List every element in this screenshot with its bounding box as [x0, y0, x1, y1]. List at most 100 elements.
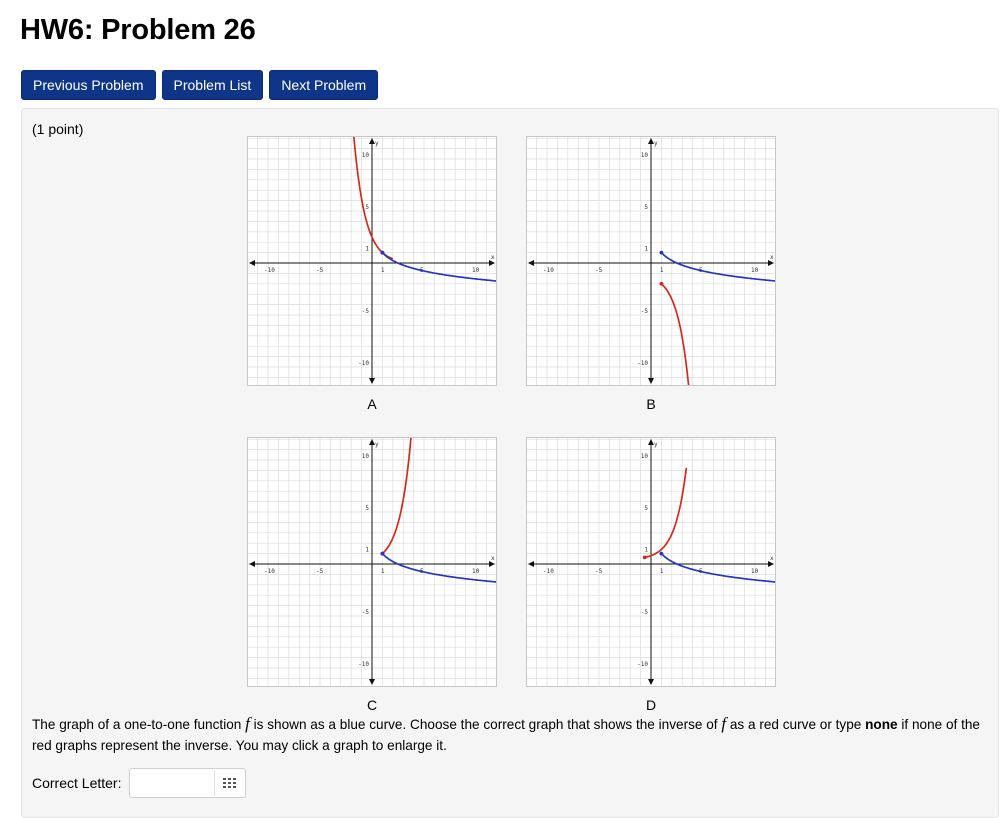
red-endpoint [659, 281, 664, 286]
red-curve [644, 467, 688, 559]
y-tick-label: 5 [644, 204, 648, 211]
x-axis-arrow [489, 260, 495, 266]
red-curve [660, 283, 690, 385]
blue-endpoint [659, 551, 664, 556]
problem-panel: (1 point) -10 -5 1 5 10 10 5 1 -5 -10 x y A -10 -5 1 5… [21, 108, 999, 818]
x-axis-name: x [770, 555, 774, 562]
y-axis-name: y [654, 140, 658, 147]
curves [642, 467, 775, 583]
x-axis-arrow [489, 561, 495, 567]
answer-row: Correct Letter: [32, 768, 247, 798]
y-tick-label: -5 [641, 609, 649, 616]
page-title: HW6: Problem 26 [20, 14, 256, 46]
y-axis-arrow [648, 378, 654, 384]
red-curve [381, 438, 412, 555]
graph-a-label: A [367, 396, 377, 412]
blue-curve [381, 251, 496, 282]
blue-endpoint [380, 551, 385, 556]
graph-c[interactable]: -10 -5 1 5 10 10 5 1 -5 -10 x y [247, 437, 497, 687]
grid-icon[interactable] [214, 770, 245, 796]
y-tick-label: -5 [641, 308, 649, 315]
points-label: (1 point) [32, 121, 84, 137]
y-axis-arrow [369, 679, 375, 685]
function-symbol: f [245, 714, 250, 733]
y-axis-name: y [375, 140, 379, 147]
y-axis-arrow [369, 439, 375, 445]
x-tick-label: 1 [381, 267, 385, 274]
curves [353, 137, 496, 282]
red-endpoint [642, 555, 647, 560]
x-tick-label: 10 [751, 267, 759, 274]
y-tick-label: -10 [637, 360, 648, 367]
x-axis-name: x [491, 555, 495, 562]
red-curve [353, 137, 394, 260]
graph-c-label: C [366, 697, 378, 713]
curves [659, 250, 775, 385]
y-tick-label: 5 [365, 505, 369, 512]
instructions-part: as a red curve or type [726, 717, 866, 732]
x-axis-name: x [491, 254, 495, 261]
graph-b-label: B [646, 396, 656, 412]
answer-field [129, 768, 247, 798]
x-tick-label: -10 [264, 568, 275, 575]
x-axis-arrow [528, 260, 534, 266]
blue-curve [660, 251, 775, 282]
y-axis-arrow [648, 679, 654, 685]
problem-list-button[interactable]: Problem List [161, 70, 264, 100]
x-tick-label: -10 [264, 267, 275, 274]
y-tick-label: 10 [362, 453, 370, 460]
graph-d[interactable]: -10 -5 1 5 10 10 5 1 -5 -10 x y [526, 437, 776, 687]
x-tick-label: -10 [543, 267, 554, 274]
y-axis-arrow [648, 439, 654, 445]
instructions-part: The graph of a one-to-one function [32, 717, 246, 732]
x-axis-arrow [768, 561, 774, 567]
x-tick-label: 1 [660, 568, 664, 575]
y-tick-label: 1 [365, 246, 369, 253]
graph-a[interactable]: -10 -5 1 5 10 10 5 1 -5 -10 x y [247, 136, 497, 386]
blue-curve [381, 552, 496, 583]
y-tick-label: 10 [641, 152, 649, 159]
previous-problem-button[interactable]: Previous Problem [21, 70, 156, 100]
y-tick-label: 5 [644, 505, 648, 512]
x-tick-label: 1 [381, 568, 385, 575]
y-tick-label: 1 [644, 246, 648, 253]
x-tick-label: 10 [472, 267, 480, 274]
next-problem-button[interactable]: Next Problem [269, 70, 379, 100]
y-tick-label: -5 [362, 308, 370, 315]
y-tick-label: 1 [365, 547, 369, 554]
y-axis-name: y [654, 441, 658, 448]
y-tick-label: -10 [358, 661, 369, 668]
curves [380, 438, 496, 583]
x-tick-label: -5 [595, 267, 603, 274]
y-tick-label: 5 [365, 204, 369, 211]
x-tick-label: 1 [660, 267, 664, 274]
problem-navigation: Previous Problem Problem List Next Probl… [21, 70, 379, 100]
x-tick-label: 10 [751, 568, 759, 575]
x-axis-arrow [249, 260, 255, 266]
answer-input[interactable] [130, 771, 215, 795]
blue-curve [660, 552, 775, 583]
instructions-part: if none of the red graphs represent the … [32, 717, 980, 753]
y-axis-name: y [375, 441, 379, 448]
blue-endpoint [659, 250, 664, 255]
x-axis-name: x [770, 254, 774, 261]
x-tick-label: -5 [316, 568, 324, 575]
x-tick-label: 10 [472, 568, 480, 575]
graph-b[interactable]: -10 -5 1 5 10 10 5 1 -5 -10 x y [526, 136, 776, 386]
y-tick-label: -5 [362, 609, 370, 616]
blue-endpoint [380, 250, 385, 255]
y-axis-arrow [648, 138, 654, 144]
y-axis-arrow [369, 138, 375, 144]
answer-label: Correct Letter: [32, 775, 122, 791]
instructions-text: The graph of a one-to-one function f is … [32, 713, 982, 756]
x-axis-arrow [768, 260, 774, 266]
x-tick-label: -10 [543, 568, 554, 575]
function-symbol: f [721, 714, 727, 733]
y-tick-label: 1 [644, 547, 648, 554]
y-tick-label: -10 [358, 360, 369, 367]
y-tick-label: 10 [362, 152, 370, 159]
y-tick-label: 10 [641, 453, 649, 460]
